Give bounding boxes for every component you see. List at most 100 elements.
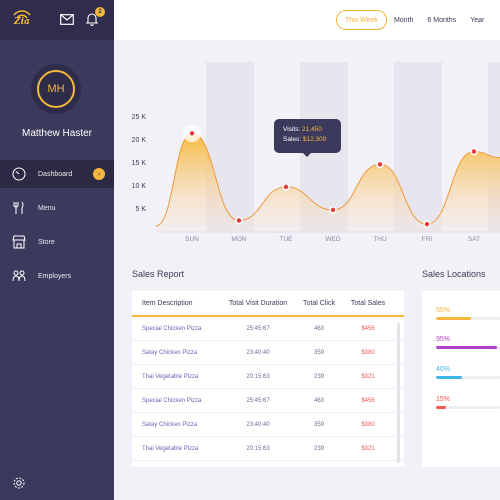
brand-logo[interactable]: Zia — [8, 6, 36, 34]
col-total-click[interactable]: Total Click — [303, 299, 335, 307]
cell-duration: 25:45:67 — [246, 397, 270, 404]
location-progress-fill — [436, 406, 446, 409]
cell-clicks: 463 — [313, 325, 324, 332]
sales-locations-card: 55% 95% 40% 15% — [422, 291, 500, 467]
sidebar-nav: Dashboard › Menu Store Employers — [0, 160, 114, 296]
table-row[interactable]: Special Chicken Pizza 25:45:67 463 $456 — [132, 317, 404, 341]
y-tick-label: 25 K — [132, 114, 147, 121]
location-item: 95% — [436, 336, 500, 349]
data-point-tue[interactable] — [282, 183, 290, 191]
data-point-sat[interactable] — [470, 147, 478, 156]
x-tick-label: SUN — [185, 236, 199, 243]
notification-badge: 2 — [95, 7, 105, 17]
visits-sales-chart: 5 K 10 K 15 K 20 K 25 K SUN MON TUE WED THU FRI SA… — [114, 40, 500, 245]
x-tick-label: SAT — [468, 236, 480, 243]
chart-tooltip: Visits: 21,450 Sales: $12,300 — [274, 119, 341, 157]
sidebar-item-dashboard[interactable]: Dashboard › — [0, 160, 114, 188]
data-point-fri[interactable] — [423, 220, 431, 228]
location-percent: 15% — [436, 396, 451, 403]
location-item: 55% — [436, 307, 500, 320]
table-row[interactable]: Thai Vegetable Pizza 20:15:63 239 $321 — [132, 437, 404, 461]
table-scrollbar[interactable] — [397, 323, 400, 463]
cell-sales: $380 — [361, 349, 375, 356]
user-name: Matthew Haster — [21, 128, 93, 139]
cell-clicks: 359 — [313, 421, 324, 428]
location-progress-fill — [436, 317, 472, 320]
cell-item: Satay Chicken Pizza — [142, 349, 198, 356]
table-row[interactable]: Satay Chicken Pizza 23:40:40 359 $380 — [132, 341, 404, 365]
cell-item: Special Chicken Pizza — [142, 397, 202, 404]
sales-report-table: Item Description Total Visit Duration To… — [132, 291, 404, 467]
y-tick-label: 15 K — [132, 160, 147, 167]
cell-item: Satay Chicken Pizza — [142, 421, 198, 428]
y-tick-label: 20 K — [132, 137, 147, 144]
location-percent: 55% — [436, 307, 451, 314]
time-range-filters: This Week Month 6 Months Year — [336, 10, 491, 30]
series-area — [156, 133, 500, 232]
cell-clicks: 239 — [313, 373, 324, 380]
location-item: 15% — [436, 396, 500, 409]
table-row[interactable]: Thai Vegetable Pizza 20:15:63 239 $321 — [132, 365, 404, 389]
location-progress-track — [436, 346, 500, 349]
location-progress-fill — [436, 346, 497, 349]
data-point-wed[interactable] — [329, 206, 337, 214]
mail-icon[interactable] — [60, 14, 74, 25]
cell-sales: $321 — [361, 373, 375, 380]
avatar[interactable]: MH — [31, 64, 81, 114]
location-progress-fill — [436, 376, 462, 379]
gear-icon[interactable] — [12, 476, 26, 490]
tooltip-sales-label: Sales: — [283, 136, 302, 143]
cell-duration: 23:40:40 — [246, 349, 270, 356]
col-item-description[interactable]: Item Description — [142, 299, 193, 307]
sidebar-item-menu[interactable]: Menu — [0, 194, 114, 222]
filter-6-months[interactable]: 6 Months — [427, 16, 457, 24]
cell-duration: 23:40:40 — [246, 421, 270, 428]
bell-icon[interactable] — [86, 12, 98, 26]
cell-clicks: 239 — [313, 445, 324, 452]
cell-sales: $321 — [361, 445, 375, 452]
sidebar-item-label: Dashboard — [38, 170, 73, 178]
table-row[interactable]: Special Chicken Pizza 25:45:67 463 $456 — [132, 389, 404, 413]
location-progress-track — [436, 376, 500, 379]
sidebar: Zia 2 MH Matthew Haster Dashboard › Menu — [0, 0, 114, 500]
cell-duration: 20:15:63 — [246, 373, 270, 380]
brand-logo-text: Zia — [14, 17, 30, 27]
x-tick-label: TUE — [280, 236, 294, 243]
x-tick-label: THU — [373, 236, 387, 243]
fork-knife-icon — [12, 201, 26, 215]
col-total-visit-duration[interactable]: Total Visit Duration — [228, 299, 288, 307]
top-bar: This Week Month 6 Months Year — [114, 0, 500, 40]
filter-year[interactable]: Year — [470, 16, 485, 24]
filter-this-week[interactable]: This Week — [336, 10, 387, 30]
data-point-mon[interactable] — [235, 216, 243, 225]
filter-month[interactable]: Month — [393, 16, 414, 24]
store-icon — [12, 235, 26, 249]
sidebar-item-label: Menu — [38, 204, 56, 212]
cell-item: Special Chicken Pizza — [142, 325, 202, 332]
cell-sales: $456 — [361, 397, 375, 404]
chevron-right-icon: › — [93, 168, 105, 180]
sales-report-title: Sales Report — [132, 269, 185, 279]
col-total-sales[interactable]: Total Sales — [350, 299, 386, 307]
location-percent: 40% — [436, 366, 451, 373]
table-header: Item Description Total Visit Duration To… — [132, 291, 404, 317]
x-tick-label: MON — [231, 236, 246, 243]
location-item: 40% — [436, 366, 500, 379]
location-percent: 95% — [436, 336, 451, 343]
data-point-thu[interactable] — [376, 160, 384, 169]
cell-item: Thai Vegetable Pizza — [142, 445, 199, 452]
location-progress-track — [436, 317, 500, 320]
avatar-initials: MH — [37, 70, 75, 108]
sidebar-item-store[interactable]: Store — [0, 228, 114, 256]
data-point-sun[interactable] — [188, 129, 196, 138]
sidebar-header: Zia 2 — [0, 0, 114, 40]
x-tick-label: FRI — [422, 236, 433, 243]
cell-item: Thai Vegetable Pizza — [142, 373, 199, 380]
cell-sales: $380 — [361, 421, 375, 428]
table-row[interactable]: Satay Chicken Pizza 23:40:40 359 $380 — [132, 413, 404, 437]
sidebar-item-employers[interactable]: Employers — [0, 262, 114, 290]
y-tick-label: 10 K — [132, 183, 147, 190]
y-tick-label: 5 K — [135, 206, 146, 213]
tooltip-visits-value: 21,450 — [302, 126, 322, 133]
dashboard-gauge-icon — [12, 167, 26, 181]
